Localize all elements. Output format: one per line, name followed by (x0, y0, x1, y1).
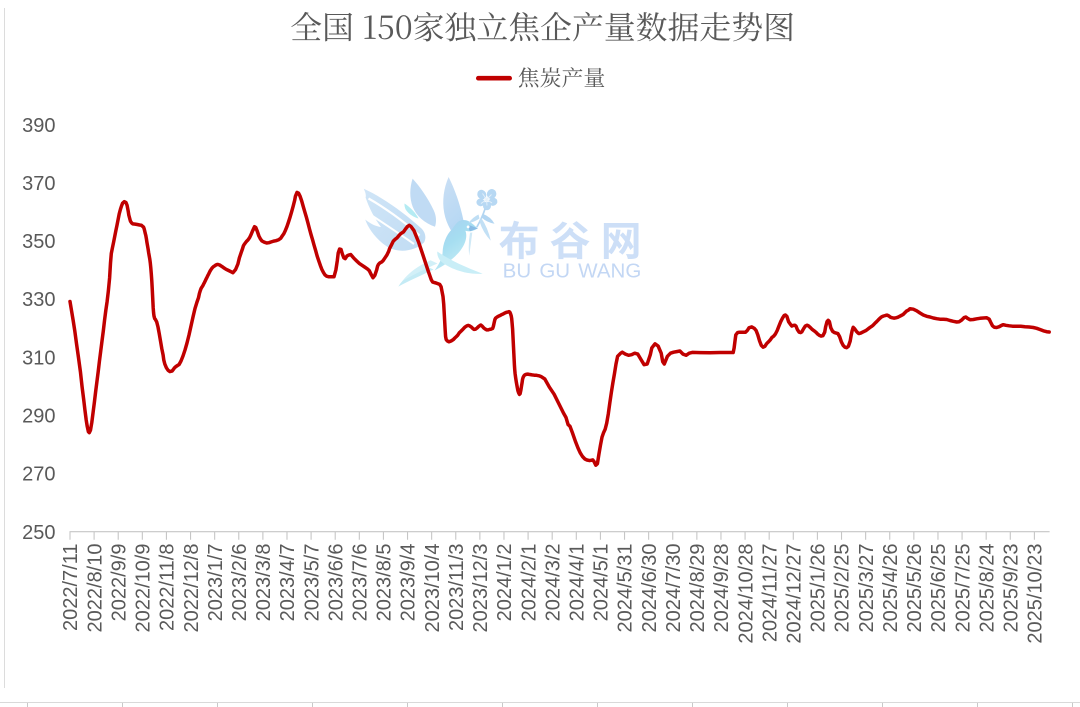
svg-text:2025/5/26: 2025/5/26 (904, 544, 926, 633)
svg-text:270: 270 (22, 464, 55, 486)
svg-text:2025/9/23: 2025/9/23 (1000, 544, 1022, 633)
svg-text:2025/8/24: 2025/8/24 (976, 544, 998, 633)
svg-text:2024/10/28: 2024/10/28 (735, 544, 757, 644)
svg-text:2024/1/2: 2024/1/2 (494, 544, 516, 622)
svg-text:2023/8/5: 2023/8/5 (374, 544, 396, 622)
svg-text:2025/3/27: 2025/3/27 (856, 544, 878, 633)
svg-text:2022/12/8: 2022/12/8 (181, 544, 203, 633)
svg-text:2024/9/28: 2024/9/28 (711, 544, 733, 633)
svg-text:2023/3/8: 2023/3/8 (253, 544, 275, 622)
svg-text:2025/2/25: 2025/2/25 (832, 544, 854, 633)
svg-text:2024/3/2: 2024/3/2 (542, 544, 564, 622)
svg-text:2024/8/29: 2024/8/29 (687, 544, 709, 633)
svg-text:290: 290 (22, 406, 55, 428)
svg-text:310: 310 (22, 347, 55, 369)
svg-text:2024/6/30: 2024/6/30 (639, 544, 661, 633)
svg-text:2025/6/25: 2025/6/25 (928, 544, 950, 633)
svg-text:250: 250 (22, 522, 55, 544)
svg-text:2024/2/1: 2024/2/1 (518, 544, 540, 622)
svg-text:2023/9/4: 2023/9/4 (398, 544, 420, 622)
svg-text:2023/10/4: 2023/10/4 (422, 544, 444, 633)
svg-text:2023/2/6: 2023/2/6 (229, 544, 251, 622)
svg-text:2025/7/25: 2025/7/25 (952, 544, 974, 633)
svg-text:2024/5/31: 2024/5/31 (615, 544, 637, 633)
svg-text:2023/12/3: 2023/12/3 (470, 544, 492, 633)
svg-text:2023/4/7: 2023/4/7 (277, 544, 299, 622)
svg-text:2025/4/26: 2025/4/26 (880, 544, 902, 633)
svg-text:370: 370 (22, 173, 55, 195)
svg-text:2024/11/27: 2024/11/27 (759, 544, 781, 643)
svg-text:2022/10/9: 2022/10/9 (133, 544, 155, 633)
svg-text:390: 390 (22, 115, 55, 137)
svg-text:2024/7/30: 2024/7/30 (663, 544, 685, 633)
svg-text:350: 350 (22, 231, 55, 253)
svg-text:2025/10/23: 2025/10/23 (1025, 544, 1047, 644)
svg-text:330: 330 (22, 289, 55, 311)
svg-text:2022/9/9: 2022/9/9 (108, 544, 130, 622)
svg-text:2022/11/8: 2022/11/8 (157, 544, 179, 632)
svg-text:2024/5/1: 2024/5/1 (591, 544, 613, 622)
svg-text:2025/1/26: 2025/1/26 (808, 544, 830, 633)
svg-text:2023/1/7: 2023/1/7 (205, 544, 227, 622)
svg-text:2022/8/10: 2022/8/10 (84, 544, 106, 633)
svg-text:2023/5/7: 2023/5/7 (301, 544, 323, 622)
svg-text:2023/11/3: 2023/11/3 (446, 544, 468, 632)
svg-text:BU GU WANG: BU GU WANG (503, 259, 642, 282)
svg-text:2022/7/11: 2022/7/11 (60, 544, 82, 632)
svg-text:2023/7/6: 2023/7/6 (350, 544, 372, 622)
svg-text:2024/12/27: 2024/12/27 (784, 544, 806, 644)
svg-text:2024/4/1: 2024/4/1 (567, 544, 589, 622)
svg-text:2023/6/6: 2023/6/6 (325, 544, 347, 622)
